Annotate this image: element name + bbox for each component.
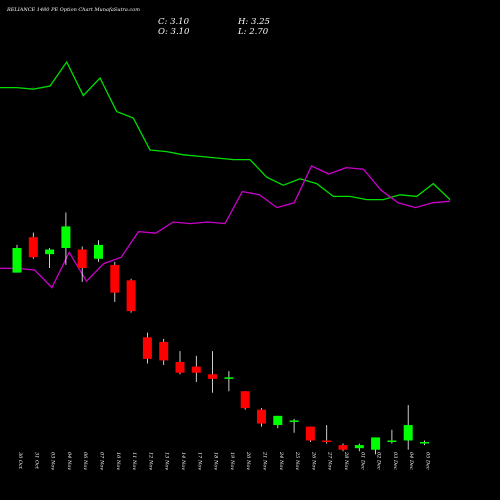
candle-body-down bbox=[191, 366, 201, 373]
candle-body-up bbox=[289, 420, 299, 422]
candle bbox=[354, 443, 364, 452]
candle-body-down bbox=[175, 361, 185, 373]
candle bbox=[322, 425, 332, 444]
overlay-lines bbox=[0, 60, 451, 289]
candle bbox=[94, 240, 103, 262]
candle-body-up bbox=[387, 440, 397, 443]
x-tick-label: 05 Dec bbox=[425, 452, 431, 470]
candle bbox=[403, 405, 413, 450]
candle-body-up bbox=[94, 244, 103, 259]
overlay-line-1 bbox=[0, 60, 451, 201]
candle-body-down bbox=[322, 440, 332, 443]
x-tick-label: 04 Nov bbox=[66, 452, 72, 470]
candle-body-down bbox=[28, 237, 38, 258]
candle bbox=[110, 261, 120, 302]
candle-body-up bbox=[224, 377, 234, 379]
candle-body-up bbox=[61, 226, 71, 248]
candle-body-up bbox=[45, 249, 55, 255]
candles bbox=[12, 212, 429, 455]
x-tick-label: 28 Nov bbox=[343, 451, 349, 470]
x-tick-label: 07 Nov bbox=[99, 452, 105, 470]
candle bbox=[338, 443, 348, 452]
x-tick-label: 18 Nov bbox=[213, 452, 219, 470]
x-tick-label: 12 Nov bbox=[147, 452, 153, 470]
candle-body-up bbox=[12, 247, 22, 273]
x-tick-label: 19 Nov bbox=[229, 452, 235, 470]
x-tick-label: 25 Nov bbox=[294, 451, 300, 470]
candle bbox=[224, 371, 234, 392]
x-tick-label: 11 Nov bbox=[131, 452, 137, 470]
x-tick-label: 30 Oct bbox=[17, 452, 23, 470]
low-value: L: 2.70 bbox=[238, 27, 269, 37]
candle-body-down bbox=[305, 426, 315, 441]
candle-body-up bbox=[354, 445, 364, 449]
candle bbox=[28, 232, 38, 259]
x-tick-label: 10 Nov bbox=[115, 452, 121, 470]
x-tick-label: 24 Nov bbox=[278, 451, 284, 470]
x-tick-label: 06 Nov bbox=[82, 452, 88, 470]
close-value: C: 3.10 bbox=[158, 17, 189, 27]
candle-body-down bbox=[142, 337, 152, 359]
candle-body-up bbox=[273, 415, 283, 426]
candle bbox=[208, 351, 218, 393]
candle bbox=[61, 212, 71, 265]
x-tick-label: 04 Dec bbox=[408, 452, 414, 470]
candle-body-down bbox=[338, 445, 348, 450]
candle bbox=[142, 332, 152, 364]
x-tick-label: 20 Nov bbox=[245, 451, 251, 470]
chart-title: RELIANCE 1480 PE Option Chart MunafaSutr… bbox=[7, 7, 140, 13]
x-tick-label: 02 Dec bbox=[376, 452, 382, 470]
overlay-line-2 bbox=[0, 165, 451, 289]
candle bbox=[420, 440, 429, 446]
open-value: O: 3.10 bbox=[158, 27, 190, 37]
candle bbox=[12, 244, 22, 273]
x-tick-label: 17 Nov bbox=[196, 452, 202, 470]
candle-body-down bbox=[77, 249, 87, 268]
x-tick-label: 21 Nov bbox=[262, 451, 268, 470]
candle-body-down bbox=[110, 264, 120, 293]
candle bbox=[77, 246, 87, 282]
candle bbox=[240, 391, 250, 410]
x-tick-label: 03 Nov bbox=[50, 452, 56, 470]
candle bbox=[45, 247, 55, 268]
candle bbox=[289, 418, 299, 433]
x-tick-label: 27 Nov bbox=[327, 451, 333, 470]
candle bbox=[126, 278, 136, 313]
x-tick-label: 14 Nov bbox=[180, 452, 186, 470]
x-axis-labels: 30 Oct 31 Oct 03 Nov 04 Nov 06 Nov 07 Nov 10 N… bbox=[17, 451, 431, 470]
candle-body-down bbox=[126, 280, 136, 312]
candle bbox=[159, 338, 169, 366]
candle-body-down bbox=[240, 391, 250, 409]
candle bbox=[305, 426, 315, 443]
x-tick-label: 26 Nov bbox=[310, 451, 316, 470]
candle-body-up bbox=[371, 437, 381, 450]
candle-body-down bbox=[208, 374, 218, 379]
candle-body-down bbox=[159, 341, 169, 361]
high-value: H: 3.25 bbox=[238, 17, 270, 27]
candle-body-up bbox=[403, 425, 413, 441]
candle-body-down bbox=[257, 409, 266, 424]
x-tick-label: 03 Dec bbox=[392, 452, 398, 470]
candle bbox=[387, 429, 397, 444]
candle bbox=[191, 355, 201, 382]
x-tick-label: 31 Oct bbox=[33, 452, 39, 470]
candle bbox=[371, 437, 381, 455]
x-tick-label: 13 Nov bbox=[164, 452, 170, 470]
candle-body-up bbox=[420, 442, 429, 444]
candle bbox=[175, 351, 185, 375]
candle bbox=[273, 415, 283, 429]
candle bbox=[257, 408, 266, 427]
x-tick-label: 01 Dec bbox=[359, 452, 365, 470]
